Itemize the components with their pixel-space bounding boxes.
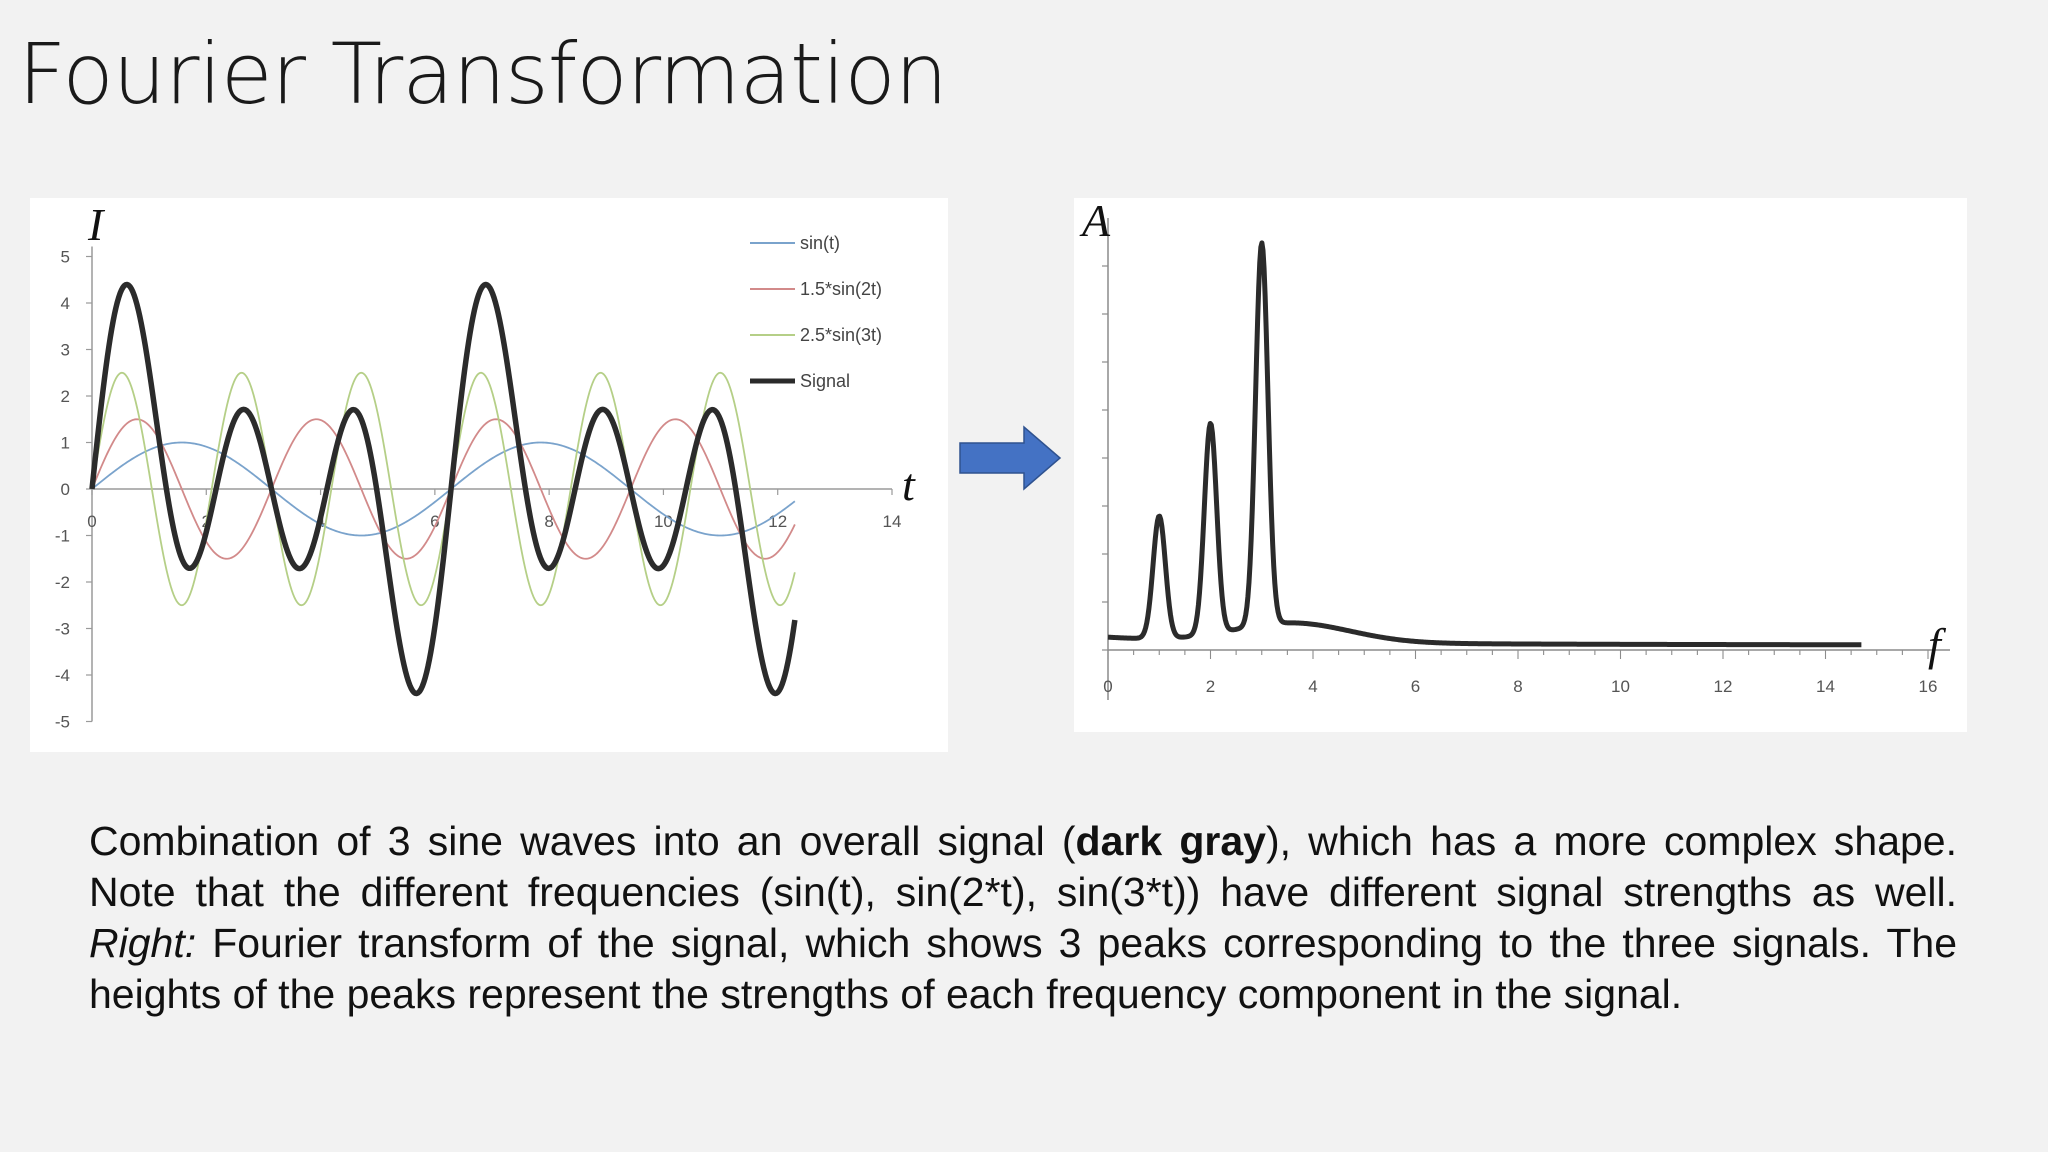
caption-text-3: Fourier transform of the signal, which s… [89,920,1957,1017]
y-tick-label: -5 [55,713,70,732]
caption-text-1: Combination of 3 sine waves into an over… [89,818,1076,864]
x-tick-label: 8 [1513,677,1522,696]
y-tick-label: 1 [61,434,70,453]
caption-text-2: ), which has a more complex shape. Note … [89,818,1957,915]
y-tick-label: 3 [61,341,70,360]
x-tick-label: 14 [883,512,902,531]
caption-bold: dark gray [1075,818,1266,864]
x-tick-label: 8 [544,512,553,531]
right-arrow-icon [959,425,1062,491]
x-axis-label: t [902,459,916,510]
y-tick-label: 4 [61,294,70,313]
legend-label: sin(t) [800,233,840,253]
y-tick-label: -4 [55,666,70,685]
x-axis-label: f [1928,619,1947,670]
y-tick-label: -2 [55,573,70,592]
x-tick-label: 6 [430,512,439,531]
y-tick-label: -1 [55,527,70,546]
y-axis-label: I [87,199,106,250]
y-axis-label: A [1079,198,1111,246]
y-tick-label: -3 [55,620,70,639]
series-1-5-sin-2t-line [91,418,796,560]
x-tick-label: 0 [1103,677,1112,696]
series-signal-line [89,281,798,697]
x-tick-label: 6 [1411,677,1420,696]
y-tick-label: 0 [61,480,70,499]
frequency-domain-chart-svg: 0 2 4 6 8 10 12 14 16 Af [1079,198,1950,700]
spectrum-line [1106,240,1863,648]
slide-caption: Combination of 3 sine waves into an over… [89,816,1957,1020]
slide-title: Fourier Transformation [18,25,948,123]
x-tick-label: 4 [1308,677,1317,696]
x-tick-label: 12 [1714,677,1733,696]
legend-label: 1.5*sin(2t) [800,279,882,299]
x-tick-label: 10 [1611,677,1630,696]
legend-label: 2.5*sin(3t) [800,325,882,345]
x-tick-label: 0 [87,512,96,531]
x-tick-label: 16 [1919,677,1938,696]
legend-label: Signal [800,371,850,391]
y-tick-label: 2 [61,387,70,406]
x-tick-label: 2 [1206,677,1215,696]
y-tick-label: 5 [61,248,70,267]
x-tick-label: 14 [1816,677,1835,696]
caption-italic: Right: [89,920,197,966]
